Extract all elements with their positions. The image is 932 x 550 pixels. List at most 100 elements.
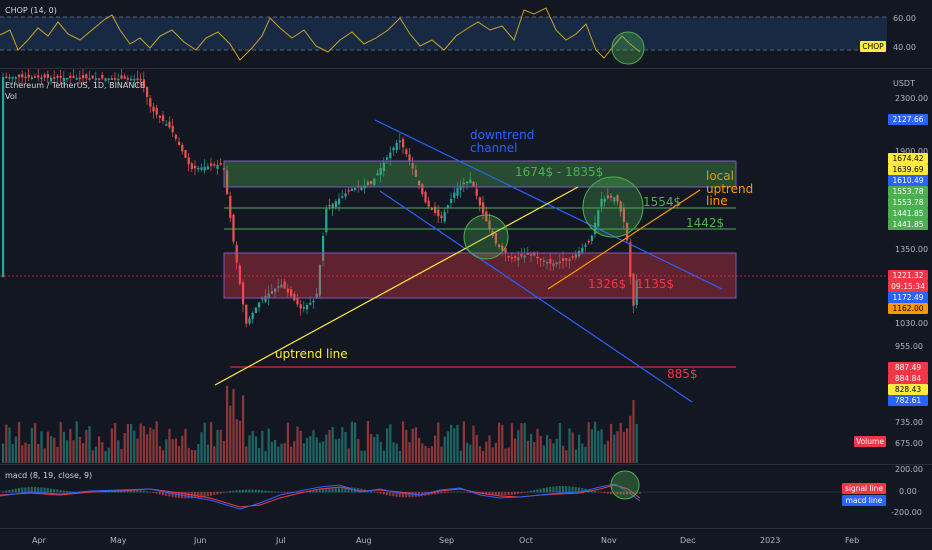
macd-cross-circle (610, 470, 640, 500)
candle-body (558, 261, 561, 264)
macd-hist-bar (264, 490, 267, 493)
macd-line-tag: macd line (842, 495, 886, 506)
candle-body (66, 77, 69, 80)
candle-body (472, 181, 475, 187)
candle-body (133, 78, 136, 81)
volume-bar (174, 438, 177, 463)
macd-hist-bar (168, 492, 171, 497)
x-label-2023: 2023 (760, 536, 781, 545)
price-tag: 1553.78 (888, 186, 928, 197)
volume-bar (616, 431, 619, 463)
volume-bar (82, 443, 85, 463)
volume-bar (597, 430, 600, 463)
chop-axis[interactable]: 60.00 40.00 (887, 0, 932, 68)
candle-body (245, 304, 248, 324)
price-tag: 1221.32 (888, 270, 928, 281)
macd-legend[interactable]: macd (8, 19, close, 9) (5, 471, 93, 480)
candle-body (328, 204, 331, 207)
volume-bar (392, 442, 395, 463)
volume-bar (453, 428, 456, 463)
macd-hist-bar (258, 489, 260, 493)
volume-legend[interactable]: Vol (5, 92, 17, 101)
candle-body (526, 253, 529, 255)
candle-body (635, 280, 638, 305)
time-axis[interactable]: Apr May Jun Jul Aug Sep Oct Nov Dec 2023… (0, 529, 887, 550)
volume-bar (312, 430, 315, 463)
candle-body (376, 173, 379, 176)
volume-bar (574, 449, 577, 463)
symbol-title[interactable]: Ethereum / TetherUS, 1D, BINANCE (5, 81, 146, 90)
volume-bar (120, 448, 123, 463)
macd-hist-bar (440, 492, 443, 494)
x-label-dec: Dec (680, 536, 696, 545)
macd-hist-bar (21, 487, 24, 493)
volume-bar (136, 438, 139, 463)
signal-line-tag: signal line (842, 483, 886, 494)
candle-body (98, 78, 101, 80)
candle-body (123, 76, 126, 79)
x-label-feb: Feb (845, 536, 860, 545)
macd-hist-bar (142, 490, 145, 493)
volume-bar (226, 385, 229, 463)
volume-bar (498, 422, 501, 463)
macd-hist-bar (66, 491, 68, 493)
macd-hist-bar (562, 486, 564, 493)
price-tag: 1441.85 (888, 208, 928, 219)
candle-body (446, 205, 449, 209)
volume-bar (568, 428, 571, 463)
volume-bar (242, 395, 245, 463)
candle-body (258, 302, 261, 308)
candle-body (171, 125, 174, 133)
price-tag: 782.61 (888, 395, 928, 406)
macd-hist-bar (501, 492, 504, 496)
chop-pane[interactable]: CHOP (14, 0) (0, 0, 887, 68)
macd-hist-bar (277, 491, 280, 493)
candle-body (478, 197, 481, 206)
macd-hist-bar (43, 487, 46, 493)
macd-axis[interactable]: 200.00 0.00 -200.00 (887, 465, 932, 528)
candle-body (72, 76, 75, 79)
volume-bar (270, 441, 273, 463)
volume-bar (411, 428, 414, 463)
macd-hist-bar (232, 490, 235, 493)
x-label-jun: Jun (194, 536, 207, 545)
macd-hist-bar (437, 492, 440, 494)
macd-hist-bar (453, 491, 456, 493)
volume-bar (376, 434, 379, 463)
candlesticks (2, 66, 638, 328)
macd-hist-bar (238, 489, 241, 493)
volume-bar (610, 423, 613, 463)
candle-body (152, 106, 155, 112)
volume-bar (283, 443, 286, 463)
candle-body (264, 295, 267, 302)
candle-body (565, 257, 568, 261)
volume-bar (130, 424, 133, 463)
pane-separator (0, 528, 932, 529)
volume-bar (626, 428, 629, 463)
volume-bar (66, 440, 69, 463)
pane-separator[interactable] (0, 464, 932, 465)
pane-separator[interactable] (0, 68, 932, 69)
candle-body (510, 257, 513, 259)
macd-hist-bar (315, 489, 318, 493)
candle-body (219, 163, 222, 165)
volume-bar (178, 446, 181, 463)
macd-hist-bar (514, 492, 516, 495)
candle-body (203, 166, 206, 171)
macd-hist-bar (450, 491, 452, 493)
macd-hist-bar (309, 490, 312, 493)
chop-chart (0, 7, 887, 65)
candle-body (34, 76, 37, 78)
macd-hist-bar (418, 492, 420, 497)
volume-bar (251, 431, 254, 463)
macd-hist-bar (616, 492, 619, 495)
candle-body (8, 77, 11, 79)
candle-body (274, 288, 277, 292)
candle-body (18, 74, 21, 78)
price-pane[interactable]: Ethereum / TetherUS, 1D, BINANCE Vol dow… (0, 66, 887, 464)
volume-bar (238, 420, 241, 463)
candle-body (552, 263, 555, 267)
macd-pane[interactable]: macd (8, 19, close, 9) (0, 465, 887, 528)
macd-hist-bar (578, 487, 580, 493)
volume-bar (171, 439, 174, 463)
